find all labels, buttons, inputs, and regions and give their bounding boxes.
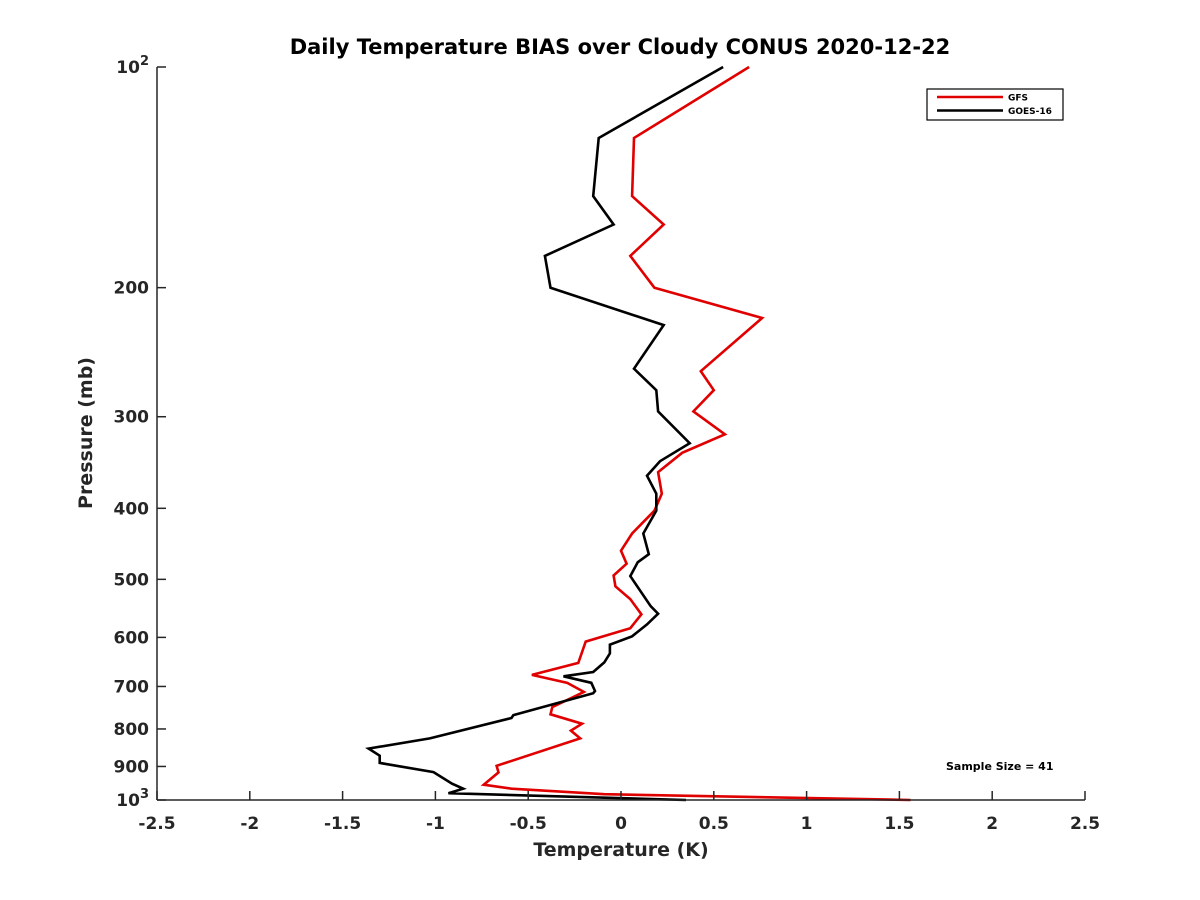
series-line-goes16	[365, 65, 724, 802]
series-layer	[365, 65, 911, 802]
y-axis-label: Pressure (mb)	[75, 357, 97, 509]
series-line-gfs	[480, 65, 911, 802]
y-tick-label: 300	[114, 408, 150, 428]
y-tick-label: 102	[116, 54, 149, 78]
x-tick-label: -1	[426, 814, 445, 834]
x-tick-label: 1	[801, 814, 813, 834]
x-ticks: -2.5 -2 -1.5 -1 -0.5 0 0.5 1 1.5 2 2.5	[138, 791, 1100, 834]
y-ticks: 102 200 300 400 500 600 700 800 900 103	[114, 54, 166, 811]
legend: GFS GOES-16	[926, 88, 1064, 121]
y-tick-label: 200	[114, 279, 150, 299]
y-tick-label: 900	[114, 757, 150, 777]
x-tick-label: 0.5	[699, 814, 729, 834]
legend-label-goes16: GOES-16	[1008, 107, 1052, 117]
sample-size-annotation: Sample Size = 41	[946, 760, 1053, 773]
x-axis-label: Temperature (K)	[533, 839, 708, 861]
x-tick-label: -2	[240, 814, 259, 834]
x-tick-label: 0	[615, 814, 627, 834]
y-tick-label: 600	[114, 628, 150, 648]
y-tick-label: 700	[114, 677, 150, 697]
y-tick-label: 500	[114, 570, 150, 590]
x-tick-label: -2.5	[138, 814, 175, 834]
x-tick-label: 2.5	[1070, 814, 1100, 834]
x-tick-label: -0.5	[510, 814, 547, 834]
legend-label-gfs: GFS	[1008, 94, 1028, 104]
x-tick-label: -1.5	[324, 814, 361, 834]
x-tick-label: 1.5	[884, 814, 914, 834]
y-tick-label: 103	[116, 787, 149, 811]
x-tick-label: 2	[986, 814, 998, 834]
chart-title: Daily Temperature BIAS over Cloudy CONUS…	[290, 35, 951, 59]
y-tick-label: 800	[114, 720, 150, 740]
y-tick-label: 400	[114, 499, 150, 519]
legend-box	[926, 88, 1064, 121]
